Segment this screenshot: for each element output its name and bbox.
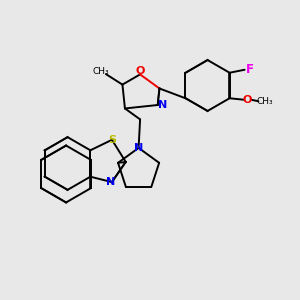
- Text: N: N: [106, 177, 115, 187]
- Text: N: N: [134, 143, 143, 153]
- Text: CH₃: CH₃: [257, 97, 273, 106]
- Text: N: N: [158, 100, 167, 110]
- Text: CH₃: CH₃: [92, 67, 109, 76]
- Text: O: O: [243, 95, 252, 105]
- Text: O: O: [135, 66, 145, 76]
- Text: S: S: [108, 135, 116, 145]
- Text: F: F: [246, 63, 254, 76]
